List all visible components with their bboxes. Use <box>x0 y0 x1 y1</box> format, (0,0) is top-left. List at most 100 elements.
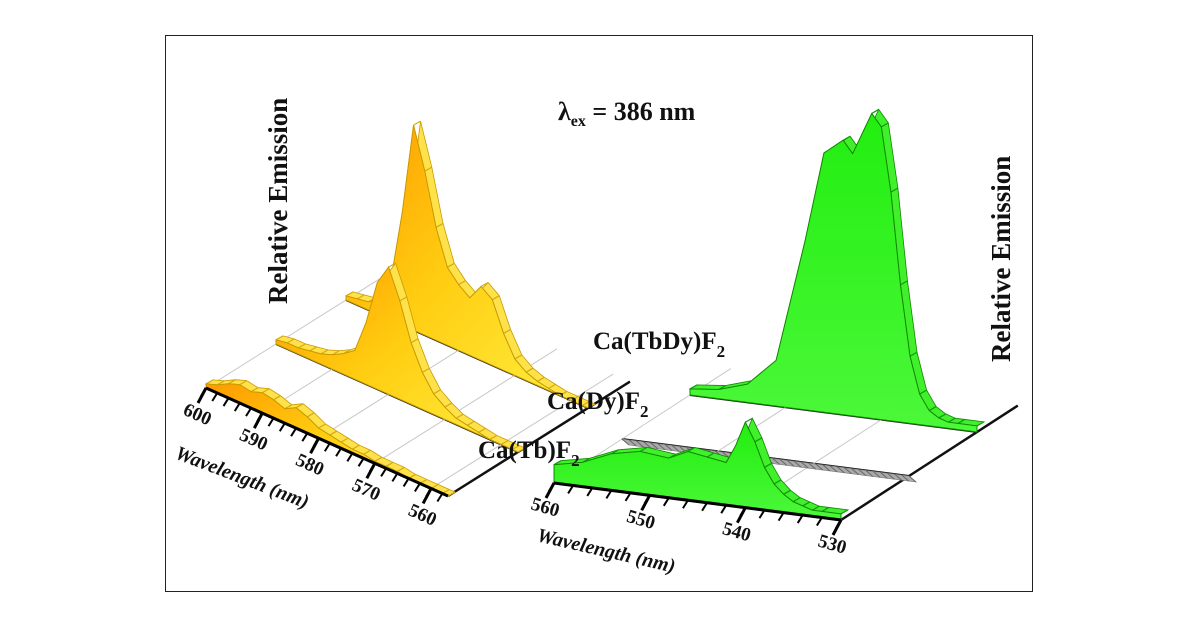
series-ribbon-stripe <box>397 466 405 472</box>
series-ribbon-stripe <box>639 446 648 452</box>
series-ribbon-stripe <box>374 456 383 462</box>
wavelength-axis <box>553 481 842 522</box>
wavelength-axis <box>205 386 449 498</box>
series-ribbon-stripe <box>792 497 801 503</box>
axis-major-tick <box>252 412 264 429</box>
series-ribbon-stripe <box>352 444 360 450</box>
series-ribbon-stripe <box>228 379 236 385</box>
series-ribbon-stripe <box>503 328 511 334</box>
axis-minor-tick <box>245 407 252 417</box>
floor-gridline <box>205 273 389 389</box>
tick-label: 560 <box>529 494 562 522</box>
series-ribbon-stripe <box>433 389 441 395</box>
series-ribbon-stripe <box>821 506 830 512</box>
excitation-annotation: λex = 386 nm <box>558 97 696 130</box>
series-ribbon-stripe <box>413 120 421 126</box>
series-ribbon-stripe <box>764 462 772 468</box>
series-ribbon-stripe <box>844 467 852 475</box>
axis-major-tick <box>309 437 320 454</box>
series-ribbon-stripe <box>901 474 910 482</box>
series-ribbon-stripe <box>865 470 874 477</box>
series-area <box>553 421 842 521</box>
axis-minor-tick <box>586 487 594 497</box>
figure-frame: λex = 386 nm Relative Emission Relative … <box>165 35 1033 592</box>
axis-minor-tick <box>335 447 342 457</box>
series-ribbon-stripe <box>205 379 214 385</box>
series-ribbon-stripe <box>480 281 489 288</box>
series-label: Ca(Dy)F2 <box>547 388 649 421</box>
axis-minor-tick <box>278 422 286 432</box>
axis-major-tick <box>831 519 843 536</box>
series-ribbon-stripe <box>385 461 394 467</box>
series-ribbon-stripe <box>284 404 293 410</box>
series-ribbon-stripe <box>537 376 545 382</box>
series-ribbon-stripe <box>851 468 859 475</box>
tick-label: 550 <box>624 506 657 534</box>
series-ribbon-stripe <box>706 452 715 458</box>
right-x-axis-label: Wavelength (nm) <box>535 524 678 577</box>
axis-minor-tick <box>402 477 410 487</box>
series-ribbon-stripe <box>298 343 306 349</box>
axis-minor-tick <box>380 467 387 477</box>
axis-major-tick <box>640 494 651 512</box>
series-ribbon-stripe <box>309 346 318 352</box>
axis-minor-tick <box>605 489 613 499</box>
axis-minor-tick <box>346 452 354 462</box>
series-ribbon-stripe <box>261 388 270 394</box>
series-ribbon-stripe <box>239 380 248 386</box>
series-ribbon-stripe <box>840 509 849 515</box>
series-ribbon-stripe <box>650 442 659 450</box>
series-ribbon-stripe <box>611 449 619 455</box>
series-ribbon-stripe <box>250 387 259 393</box>
series-ribbon-stripe <box>447 491 456 497</box>
series-ribbon-stripe <box>455 413 464 419</box>
axis-major-tick <box>736 506 747 524</box>
axis-minor-tick <box>662 497 670 507</box>
series-area <box>689 112 978 433</box>
series-ribbon-stripe <box>928 406 937 412</box>
series-ribbon-stripe <box>340 437 349 443</box>
axis-minor-tick <box>301 432 309 442</box>
series-ribbon-stripe <box>216 380 225 386</box>
series-ribbon-stripe <box>467 420 475 426</box>
series-ribbon-stripe <box>447 262 455 268</box>
series-ribbon-stripe <box>879 471 888 479</box>
series-ribbon-stripe <box>957 418 966 424</box>
axis-minor-tick <box>796 514 804 524</box>
series-ribbon-stripe <box>286 338 295 344</box>
series-ribbon-stripe <box>773 479 782 485</box>
series-ribbon-stripe <box>779 458 788 466</box>
series-ribbon-stripe <box>871 108 880 114</box>
series-ribbon-stripe <box>553 460 562 466</box>
series-ribbon-stripe <box>919 389 927 395</box>
axis-major-tick <box>365 462 377 480</box>
axis-minor-tick <box>290 427 297 437</box>
series-ribbon-stripe <box>689 384 698 390</box>
series-ribbon-stripe <box>783 489 791 495</box>
series-ribbon-stripe <box>858 469 867 476</box>
series-ribbon-stripe <box>671 445 680 452</box>
floor-side-edge <box>840 404 1019 522</box>
series-ribbon-stripe <box>329 430 338 436</box>
axis-minor-tick <box>211 392 219 402</box>
axis-minor-tick <box>233 402 241 412</box>
left-x-axis-label: Wavelength (nm) <box>172 442 312 513</box>
series-ribbon-stripe <box>687 446 696 452</box>
series-ribbon-stripe <box>976 421 985 427</box>
series-ribbon-stripe <box>909 351 918 357</box>
floor-gridline <box>430 373 614 489</box>
series-ribbon-stripe <box>307 412 315 418</box>
series-ribbon-stripe <box>424 166 433 172</box>
tick-label: 600 <box>180 399 215 430</box>
axis-minor-tick <box>414 482 421 492</box>
series-ribbon-stripe <box>900 280 908 286</box>
series-ribbon-stripe <box>444 402 453 408</box>
series-ribbon-stripe <box>745 417 753 423</box>
axis-minor-tick <box>391 472 399 482</box>
series-ribbon-stripe <box>458 280 466 286</box>
series-ribbon-stripe <box>894 473 902 481</box>
series-label: Ca(TbDy)F2 <box>593 328 725 361</box>
series-ribbon-stripe <box>948 417 956 423</box>
series-ribbon-stripe <box>500 439 509 445</box>
axis-major-tick <box>544 482 556 499</box>
